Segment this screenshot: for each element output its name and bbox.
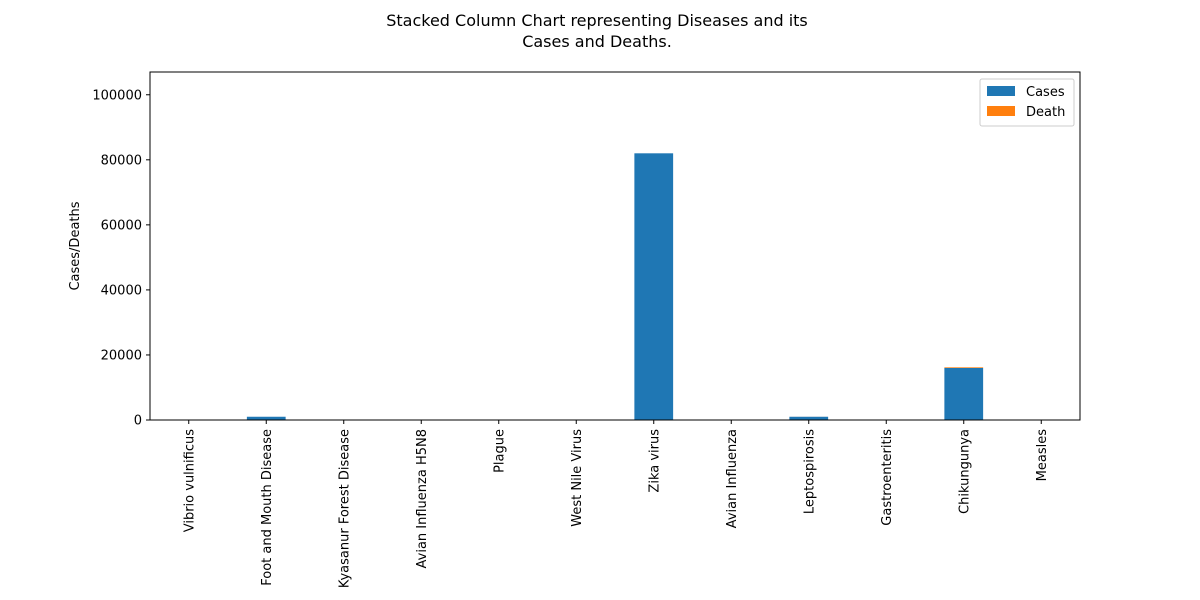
- legend-label-death: Death: [1026, 105, 1065, 120]
- y-tick-label: 20000: [101, 348, 142, 363]
- x-tick-label-foot-and-mouth-disease: Foot and Mouth Disease: [260, 429, 275, 586]
- bar-death-chikungunya: [944, 367, 984, 368]
- x-tick-label-west-nile-virus: West Nile Virus: [570, 429, 585, 527]
- x-tick-label-chikungunya: Chikungunya: [957, 429, 972, 514]
- bar-cases-zika-virus: [634, 153, 674, 420]
- bar-cases-chikungunya: [944, 367, 984, 420]
- y-axis-label: Cases/Deaths: [68, 201, 83, 290]
- x-tick-label-avian-influenza: Avian Influenza: [725, 429, 740, 528]
- x-tick-label-measles: Measles: [1035, 429, 1050, 482]
- y-tick-label: 100000: [92, 88, 142, 103]
- x-tick-label-avian-influenza-h5n8: Avian Influenza H5N8: [415, 429, 430, 568]
- bar-cases-foot-and-mouth-disease: [246, 416, 286, 420]
- y-axis: 0 20000 40000 60000 80000 100000: [92, 88, 150, 429]
- legend-swatch-cases: [987, 86, 1015, 96]
- y-tick-label: 0: [134, 414, 142, 429]
- legend-swatch-death: [987, 106, 1015, 116]
- chart-title-line-2: Cases and Deaths.: [522, 32, 672, 51]
- y-tick-label: 40000: [101, 283, 142, 298]
- x-tick-label-zika-virus: Zika virus: [647, 429, 662, 493]
- legend-label-cases: Cases: [1026, 85, 1065, 100]
- x-tick-label-plague: Plague: [492, 429, 507, 473]
- bar-cases-leptospirosis: [789, 416, 829, 420]
- plot-frame: [149, 71, 1081, 421]
- x-tick-label-leptospirosis: Leptospirosis: [802, 429, 817, 514]
- x-axis: Vibrio vulnificus Foot and Mouth Disease K…: [182, 420, 1050, 588]
- x-tick-label-gastroenteritis: Gastroenteritis: [880, 429, 895, 526]
- x-tick-label-kyasanur-forest-disease: Kyasanur Forest Disease: [337, 429, 352, 588]
- y-tick-label: 60000: [101, 218, 142, 233]
- bars-group: [169, 153, 1061, 420]
- x-tick-label-vibrio-vulnificus: Vibrio vulnificus: [182, 429, 197, 532]
- y-tick-label: 80000: [101, 153, 142, 168]
- legend: Cases Death: [979, 78, 1075, 127]
- chart-title-line-1: Stacked Column Chart representing Diseas…: [386, 11, 808, 30]
